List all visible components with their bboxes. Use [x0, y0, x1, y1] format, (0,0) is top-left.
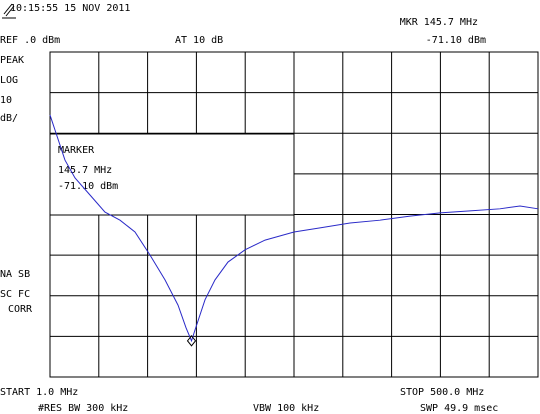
- trace: [49, 114, 539, 343]
- vbw: VBW 100 kHz: [253, 403, 319, 414]
- marker-box-level: -71.10 dBm: [58, 181, 118, 192]
- rbw: #RES BW 300 kHz: [38, 403, 128, 414]
- side-label: 10: [0, 95, 12, 106]
- start-freq: START 1.0 MHz: [0, 387, 78, 398]
- marker-point: [186, 335, 197, 347]
- marker-level: -71.10 dBm: [426, 35, 486, 46]
- side-label: LOG: [0, 75, 18, 86]
- sweep: SWP 49.9 msec: [420, 403, 498, 414]
- marker-frequency: MKR 145.7 MHz: [400, 17, 478, 28]
- timestamp: 10:15:55 15 NOV 2011: [10, 3, 130, 14]
- ref-level: REF .0 dBm: [0, 35, 60, 46]
- icon: [2, 3, 16, 19]
- attenuation: AT 10 dB: [175, 35, 223, 46]
- marker-box: MARKER 145.7 MHz -71.10 dBm: [49, 133, 295, 216]
- side-label: CORR: [8, 304, 33, 315]
- side-label: SC FC: [0, 289, 30, 300]
- side-label: dB/: [0, 113, 18, 124]
- marker-box-title: MARKER: [58, 145, 95, 156]
- side-label: NA SB: [0, 269, 30, 280]
- plot-frame: [49, 51, 539, 378]
- side-label: PEAK: [0, 55, 24, 66]
- plot: [49, 114, 539, 347]
- marker-box-frequency: 145.7 MHz: [58, 165, 112, 176]
- stop-freq: STOP 500.0 MHz: [400, 387, 484, 398]
